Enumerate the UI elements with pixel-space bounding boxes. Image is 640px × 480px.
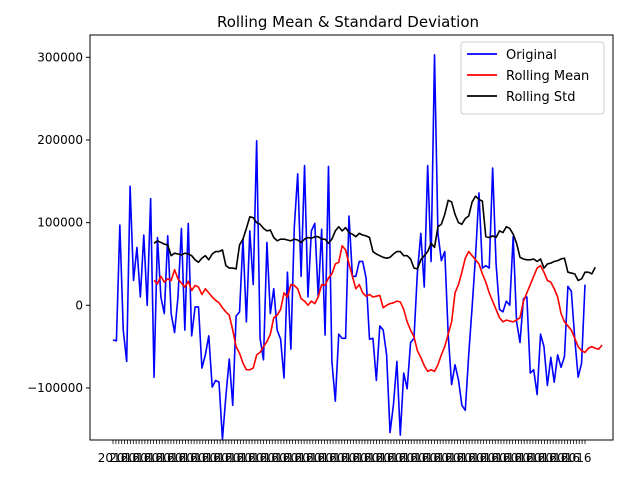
x-tick-label: 2016 bbox=[214, 451, 245, 465]
x-tick-label: 2016 bbox=[492, 451, 523, 465]
x-tick-label: 2016 bbox=[144, 451, 175, 465]
x-tick-label: 2016 bbox=[538, 451, 569, 465]
y-tick-label: 200000 bbox=[37, 133, 83, 147]
x-tick-label: 2016 bbox=[318, 451, 349, 465]
y-tick-label: 100000 bbox=[37, 216, 83, 230]
x-tick-label: 2016 bbox=[376, 451, 407, 465]
y-axis: −100000 0 100000 200000 300000 bbox=[27, 50, 90, 395]
x-tick-label: 2016 bbox=[132, 451, 163, 465]
x-tick-label: 2016 bbox=[503, 451, 534, 465]
x-tick-label: 2016 bbox=[353, 451, 384, 465]
x-tick-label: 2016 bbox=[410, 451, 441, 465]
x-tick-label: 2016 bbox=[329, 451, 360, 465]
legend-label-rolling-std: Rolling Std bbox=[506, 90, 575, 105]
y-tick-label: 0 bbox=[75, 298, 83, 312]
x-tick-label: 2016 bbox=[156, 451, 187, 465]
series-line-original bbox=[112, 54, 586, 440]
x-tick-label: 2016 bbox=[225, 451, 256, 465]
x-tick-label: 2016 bbox=[549, 451, 580, 465]
x-tick-label: 2016 bbox=[283, 451, 314, 465]
series-line-rolling-std bbox=[153, 195, 596, 282]
y-tick-label: 300000 bbox=[37, 50, 83, 64]
plot-lines bbox=[112, 54, 603, 440]
x-tick-label: 2016 bbox=[179, 451, 210, 465]
x-tick-label: 2016 bbox=[306, 451, 337, 465]
x-tick-label: 2016 bbox=[248, 451, 279, 465]
legend-label-rolling-mean: Rolling Mean bbox=[506, 69, 589, 84]
x-tick-label: 2016 bbox=[271, 451, 302, 465]
x-tick-label: 2016 bbox=[167, 451, 198, 465]
x-tick-label: 2016 bbox=[202, 451, 233, 465]
x-tick-label: 2016 bbox=[109, 451, 140, 465]
legend-label-original: Original bbox=[506, 48, 557, 63]
x-tick-label: 2016 bbox=[399, 451, 430, 465]
x-tick-label: 2016 bbox=[121, 451, 152, 465]
x-tick-label: 2016 bbox=[480, 451, 511, 465]
x-tick-label: 2016 bbox=[237, 451, 268, 465]
x-tick-label: 2016 bbox=[341, 451, 372, 465]
x-tick-label: 2016 bbox=[364, 451, 395, 465]
x-axis: 2016201620162016201620162016201620162016… bbox=[98, 440, 592, 465]
x-tick-label: 2016 bbox=[98, 451, 129, 465]
x-tick-label: 2016 bbox=[434, 451, 465, 465]
legend: Original Rolling Mean Rolling Std bbox=[460, 41, 605, 115]
x-tick-label: 2016 bbox=[445, 451, 476, 465]
x-tick-label: 2016 bbox=[561, 451, 592, 465]
series-line-rolling-mean bbox=[153, 244, 603, 373]
x-tick-label: 2016 bbox=[260, 451, 291, 465]
x-tick-label: 2016 bbox=[457, 451, 488, 465]
x-tick-label: 2016 bbox=[526, 451, 557, 465]
x-tick-label: 2016 bbox=[190, 451, 221, 465]
y-tick-label: −100000 bbox=[27, 381, 83, 395]
x-tick-label: 2016 bbox=[295, 451, 326, 465]
x-tick-label: 2016 bbox=[468, 451, 499, 465]
x-tick-label: 2016 bbox=[515, 451, 546, 465]
x-tick-label: 2016 bbox=[387, 451, 418, 465]
x-tick-label: 2016 bbox=[422, 451, 453, 465]
plot-frame bbox=[89, 34, 614, 441]
chart-title: Rolling Mean & Standard Deviation bbox=[217, 13, 479, 31]
